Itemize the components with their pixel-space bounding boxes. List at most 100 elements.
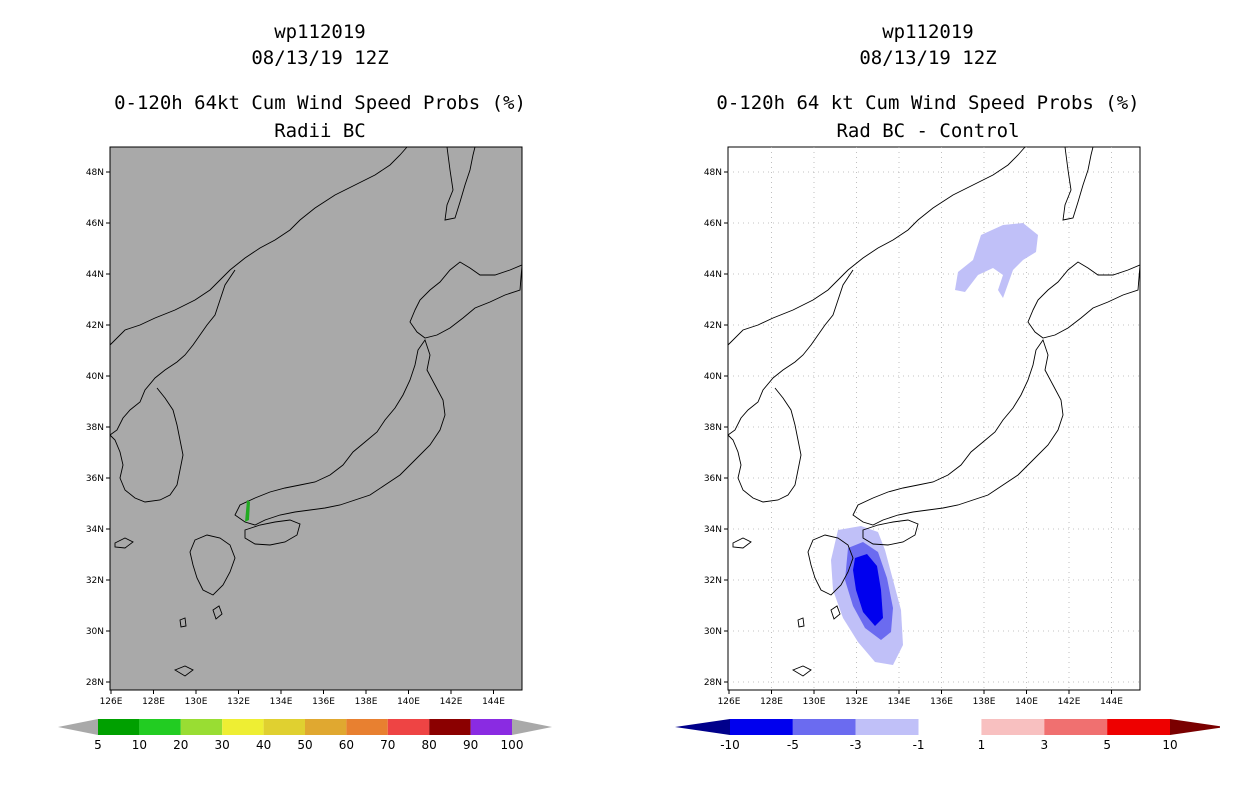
lat-tick-label: 40N — [704, 372, 722, 382]
colorbar-label: 80 — [422, 738, 437, 752]
lon-tick-label: 134E — [270, 697, 293, 707]
left-probability-contour — [245, 500, 250, 522]
colorbar-label: -5 — [787, 738, 799, 752]
colorbar-swatch — [470, 719, 512, 735]
colorbar-swatch — [429, 719, 471, 735]
left-title-subtitle: Radii BC — [274, 120, 366, 142]
lon-tick-label: 128E — [760, 697, 783, 707]
left-title-datetime: 08/13/19 12Z — [251, 47, 389, 69]
lon-tick-label: 138E — [973, 697, 996, 707]
colorbar-swatch — [1044, 719, 1108, 735]
colorbar-label: 5 — [1103, 738, 1111, 752]
colorbar-label: 70 — [380, 738, 395, 752]
colorbar-triangle-right — [1170, 719, 1220, 735]
lat-tick-label: 44N — [86, 270, 104, 280]
colorbar-label: -3 — [850, 738, 862, 752]
lon-tick-label: 134E — [888, 697, 911, 707]
right-diff-area-south-core — [853, 554, 883, 626]
right-lon-ticks: 126E 128E 130E 132E 134E 136E 138E 140E 142E 144E — [718, 690, 1123, 707]
colorbar-triangle-right — [512, 719, 552, 735]
right-title-storm-id: wp112019 — [882, 21, 974, 43]
colorbar-label: 50 — [297, 738, 312, 752]
lat-tick-label: 34N — [86, 525, 104, 535]
colorbar-swatch — [918, 719, 982, 735]
colorbar-label: 10 — [1162, 738, 1177, 752]
lat-tick-label: 32N — [86, 576, 104, 586]
lon-tick-label: 132E — [845, 697, 868, 707]
lat-tick-label: 40N — [86, 372, 104, 382]
lon-tick-label: 126E — [100, 697, 123, 707]
lat-tick-label: 38N — [704, 423, 722, 433]
lat-tick-label: 46N — [86, 219, 104, 229]
lat-tick-label: 30N — [704, 627, 722, 637]
lat-tick-label: 42N — [86, 321, 104, 331]
lat-tick-label: 46N — [704, 219, 722, 229]
lat-tick-label: 38N — [86, 423, 104, 433]
lat-tick-label: 48N — [86, 168, 104, 178]
lon-tick-label: 144E — [1100, 697, 1123, 707]
lon-tick-label: 140E — [397, 697, 420, 707]
right-title-subtitle: Rad BC - Control — [836, 120, 1020, 142]
left-title-storm-id: wp112019 — [274, 21, 366, 43]
colorbar-triangle-left — [58, 719, 98, 735]
lon-tick-label: 128E — [142, 697, 165, 707]
colorbar-swatch — [981, 719, 1045, 735]
colorbar-label: 10 — [132, 738, 147, 752]
colorbar-label: 1 — [978, 738, 986, 752]
left-map-background — [109, 146, 523, 691]
lat-tick-label: 36N — [704, 474, 722, 484]
colorbar-label: 20 — [173, 738, 188, 752]
lon-tick-label: 136E — [930, 697, 953, 707]
lat-tick-label: 42N — [704, 321, 722, 331]
colorbar-label: 30 — [215, 738, 230, 752]
lon-tick-label: 136E — [312, 697, 335, 707]
colorbar-swatch — [387, 719, 430, 735]
lon-tick-label: 142E — [440, 697, 463, 707]
colorbar-swatch — [1107, 719, 1170, 735]
lat-tick-label: 44N — [704, 270, 722, 280]
right-diff-area-north — [955, 223, 1038, 298]
colorbar-label: 90 — [463, 738, 478, 752]
lat-tick-label: 28N — [704, 678, 722, 688]
lon-tick-label: 132E — [227, 697, 250, 707]
colorbar-swatch — [730, 719, 793, 735]
lon-tick-label: 138E — [355, 697, 378, 707]
colorbar-label: -1 — [913, 738, 925, 752]
colorbar-swatch — [222, 719, 264, 735]
right-coastlines — [727, 146, 1141, 677]
lat-tick-label: 28N — [86, 678, 104, 688]
right-colorbar: -10 -5 -3 -1 1 3 5 10 — [675, 719, 1220, 752]
lat-tick-label: 34N — [704, 525, 722, 535]
right-title-datetime: 08/13/19 12Z — [859, 47, 997, 69]
colorbar-triangle-left — [675, 719, 730, 735]
lat-tick-label: 36N — [86, 474, 104, 484]
colorbar-label: -10 — [720, 738, 740, 752]
colorbar-swatch — [263, 719, 305, 735]
lon-tick-label: 142E — [1058, 697, 1081, 707]
right-title-product: 0-120h 64 kt Cum Wind Speed Probs (%) — [716, 92, 1140, 114]
right-map: 126E 128E 130E 132E 134E 136E 138E 140E 142E 144E… — [704, 146, 1141, 707]
lat-tick-label: 30N — [86, 627, 104, 637]
lat-tick-label: 32N — [704, 576, 722, 586]
right-lat-ticks: 48N 46N 44N 42N 40N 38N 36N 34N 32N 30N 28N — [704, 168, 728, 688]
colorbar-swatch — [855, 719, 919, 735]
colorbar-label: 3 — [1040, 738, 1048, 752]
left-colorbar: 5 10 20 30 40 50 60 70 80 90 100 — [58, 719, 552, 752]
colorbar-swatch — [180, 719, 223, 735]
lon-tick-label: 140E — [1015, 697, 1038, 707]
colorbar-label: 60 — [339, 738, 354, 752]
right-map-background — [727, 146, 1141, 691]
lat-tick-label: 48N — [704, 168, 722, 178]
colorbar-swatch — [139, 719, 181, 735]
left-lon-ticks: 126E 128E 130E 132E 134E 136E 138E 140E 142E 144E — [100, 690, 505, 707]
left-title-product: 0-120h 64kt Cum Wind Speed Probs (%) — [114, 92, 526, 114]
colorbar-swatch — [305, 719, 347, 735]
left-lat-ticks: 48N 46N 44N 42N 40N 38N 36N 34N 32N 30N 28N — [86, 168, 110, 688]
colorbar-label: 100 — [501, 738, 524, 752]
colorbar-swatch — [346, 719, 388, 735]
left-map: 126E 128E 130E 132E 134E 136E 138E 140E 142E 144E… — [86, 146, 523, 707]
colorbar-swatch — [98, 719, 140, 735]
colorbar-swatch — [792, 719, 856, 735]
lon-tick-label: 144E — [482, 697, 505, 707]
colorbar-label: 40 — [256, 738, 271, 752]
